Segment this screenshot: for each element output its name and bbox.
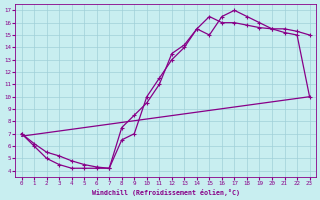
X-axis label: Windchill (Refroidissement éolien,°C): Windchill (Refroidissement éolien,°C)	[92, 189, 240, 196]
